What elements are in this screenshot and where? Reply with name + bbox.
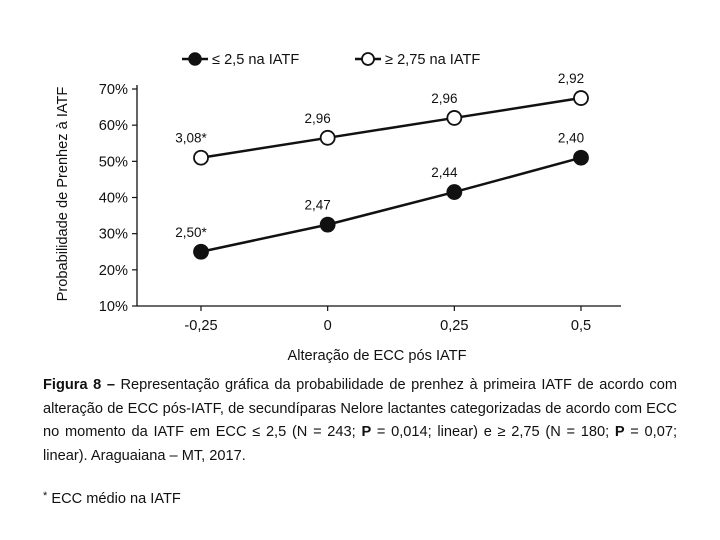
caption-text-3: = 0,07; linear). Araguaiana – MT, 2017. [43,424,678,465]
data-point [193,243,209,260]
y-tick-label: 50% [99,154,128,170]
figure-caption: Figura 8 – Representação gráfica da prob… [43,374,677,469]
legend-marker-series-2 [361,52,375,66]
footnote: * ECC médio na IATF [43,490,181,507]
footnote-mark: * [43,490,48,502]
caption-p-label-1: P [361,424,372,441]
series-layer: 2,50* 2,47 2,44 2,40 3,08* 2,96 2,96 2,92 [175,71,589,260]
y-tick-label: 70% [99,82,128,98]
y-axis: 10% 20% 30% 40% 50% 60% 70% [99,82,138,315]
series-line [200,156,582,253]
y-tick-label: 30% [99,227,128,243]
chart: ≤ 2,5 na IATF ≥ 2,75 na IATF 10% 20% 30% 40… [55,52,621,364]
series-2: 3,08* 2,96 2,96 2,92 [175,71,589,166]
x-tick-label: 0,25 [440,318,468,334]
legend: ≤ 2,5 na IATF ≥ 2,75 na IATF [182,52,480,68]
data-point [446,110,463,126]
caption-p-label-2: P [614,424,625,441]
y-axis-title: Probabilidade de Prenhez à IATF [55,87,71,302]
series-line [200,96,582,159]
legend-label-series-1: ≤ 2,5 na IATF [212,52,299,68]
data-point [193,149,209,166]
y-tick-label: 10% [99,299,128,315]
legend-marker-series-1 [188,52,202,66]
x-tick-label: -0,25 [184,318,217,334]
footnote-text: ECC médio na IATF [47,491,181,507]
x-tick-label: 0,5 [571,318,591,334]
x-axis: -0,25 0 0,25 0,5 [137,305,621,334]
x-axis-title: Alteração de ECC pós IATF [288,348,467,364]
data-point [573,90,589,106]
series-1: 2,50* 2,47 2,44 2,40 [175,131,589,260]
data-point [573,149,589,166]
data-label: 2,96 [431,91,457,106]
data-label: 2,44 [431,165,458,180]
y-tick-label: 40% [99,191,128,207]
data-point [319,129,336,146]
y-tick-label: 20% [99,263,128,279]
caption-text-2: = 0,014; linear) e ≥ 2,75 (N = 180; [371,424,615,441]
data-point [446,184,463,200]
data-label: 2,92 [558,71,584,86]
y-tick-label: 60% [99,118,128,134]
caption-label: Figura 8 – [43,377,115,393]
caption-text-1: Representação gráfica da probabilidade d… [43,377,677,441]
data-label: 2,47 [305,198,331,213]
data-label: 2,50* [175,225,207,240]
legend-label-series-2: ≥ 2,75 na IATF [385,52,480,68]
data-label: 3,08* [175,131,207,146]
data-point [319,216,336,233]
x-tick-label: 0 [324,318,332,334]
data-label: 2,96 [305,111,331,126]
data-label: 2,40 [558,131,584,146]
